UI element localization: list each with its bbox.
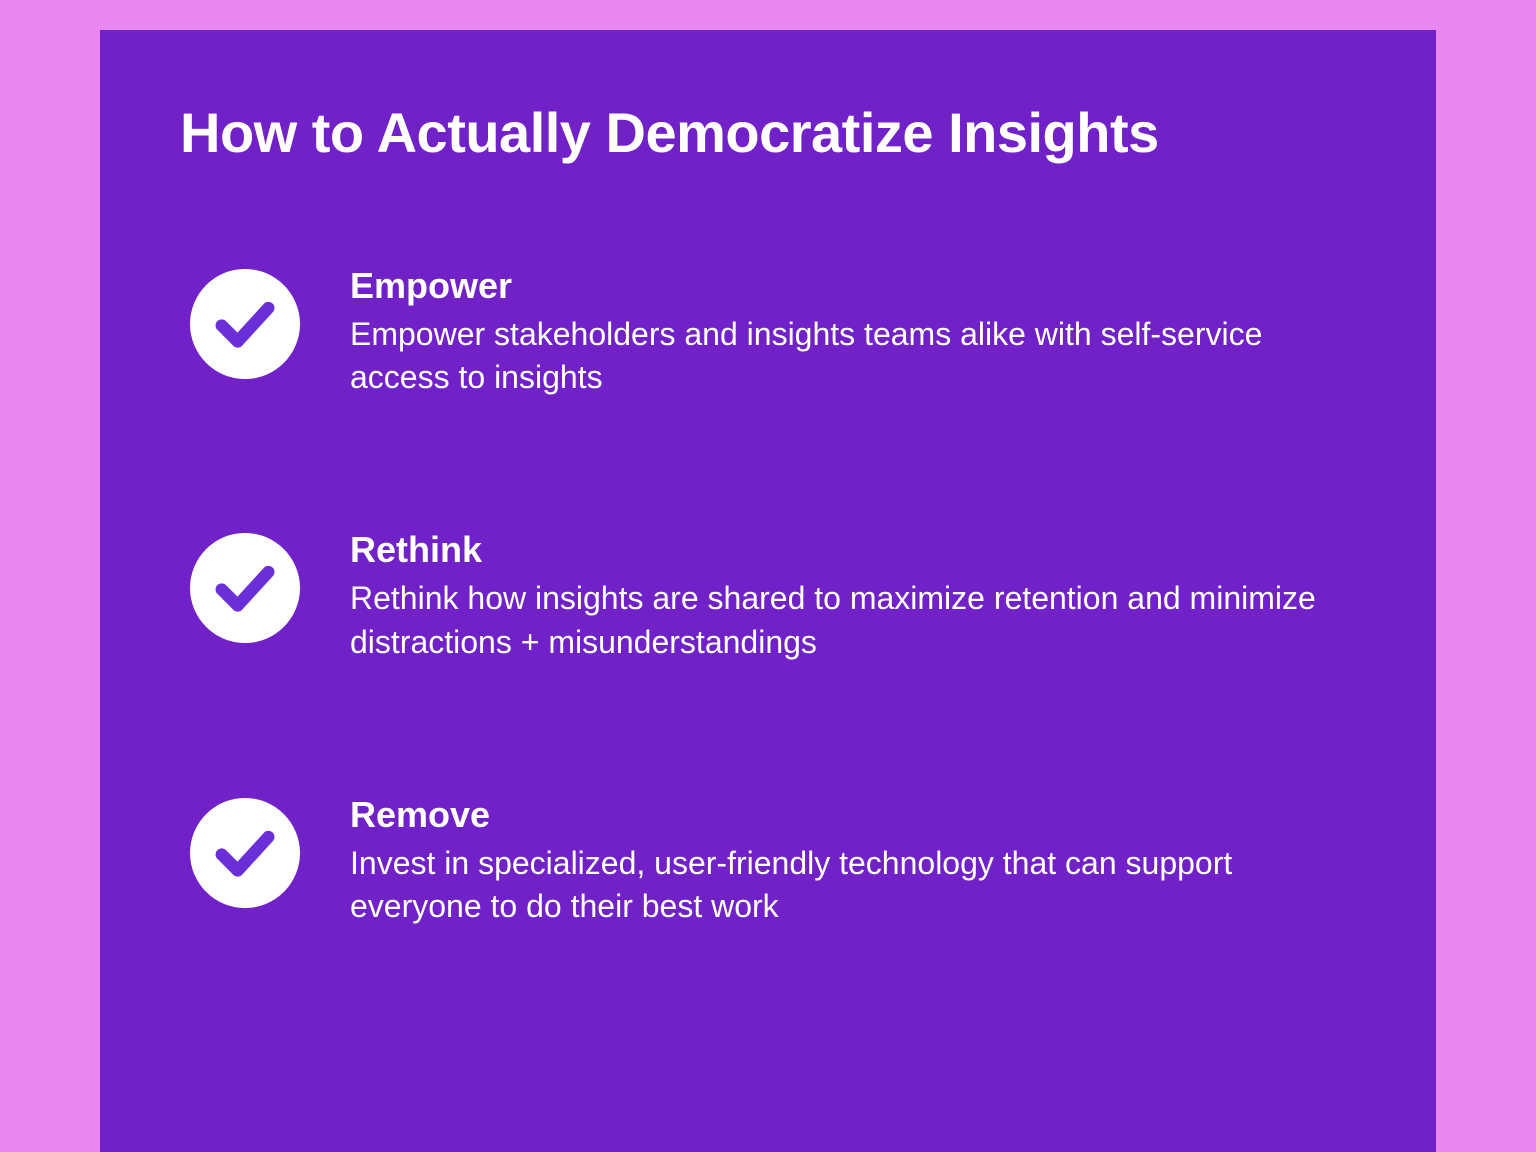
- item-text: Remove Invest in specialized, user-frien…: [350, 794, 1356, 928]
- item-heading: Empower: [350, 265, 1356, 307]
- item-list: Empower Empower stakeholders and insight…: [180, 265, 1356, 928]
- item-body: Invest in specialized, user-friendly tec…: [350, 842, 1330, 928]
- list-item: Rethink Rethink how insights are shared …: [190, 529, 1356, 663]
- list-item: Remove Invest in specialized, user-frien…: [190, 794, 1356, 928]
- item-text: Rethink Rethink how insights are shared …: [350, 529, 1356, 663]
- item-heading: Rethink: [350, 529, 1356, 571]
- checkmark-icon: [190, 798, 300, 908]
- item-heading: Remove: [350, 794, 1356, 836]
- checkmark-icon: [190, 533, 300, 643]
- item-body: Empower stakeholders and insights teams …: [350, 313, 1330, 399]
- item-text: Empower Empower stakeholders and insight…: [350, 265, 1356, 399]
- page-title: How to Actually Democratize Insights: [180, 100, 1356, 165]
- checkmark-icon: [190, 269, 300, 379]
- item-body: Rethink how insights are shared to maxim…: [350, 577, 1330, 663]
- infographic-card: How to Actually Democratize Insights Emp…: [100, 30, 1436, 1152]
- list-item: Empower Empower stakeholders and insight…: [190, 265, 1356, 399]
